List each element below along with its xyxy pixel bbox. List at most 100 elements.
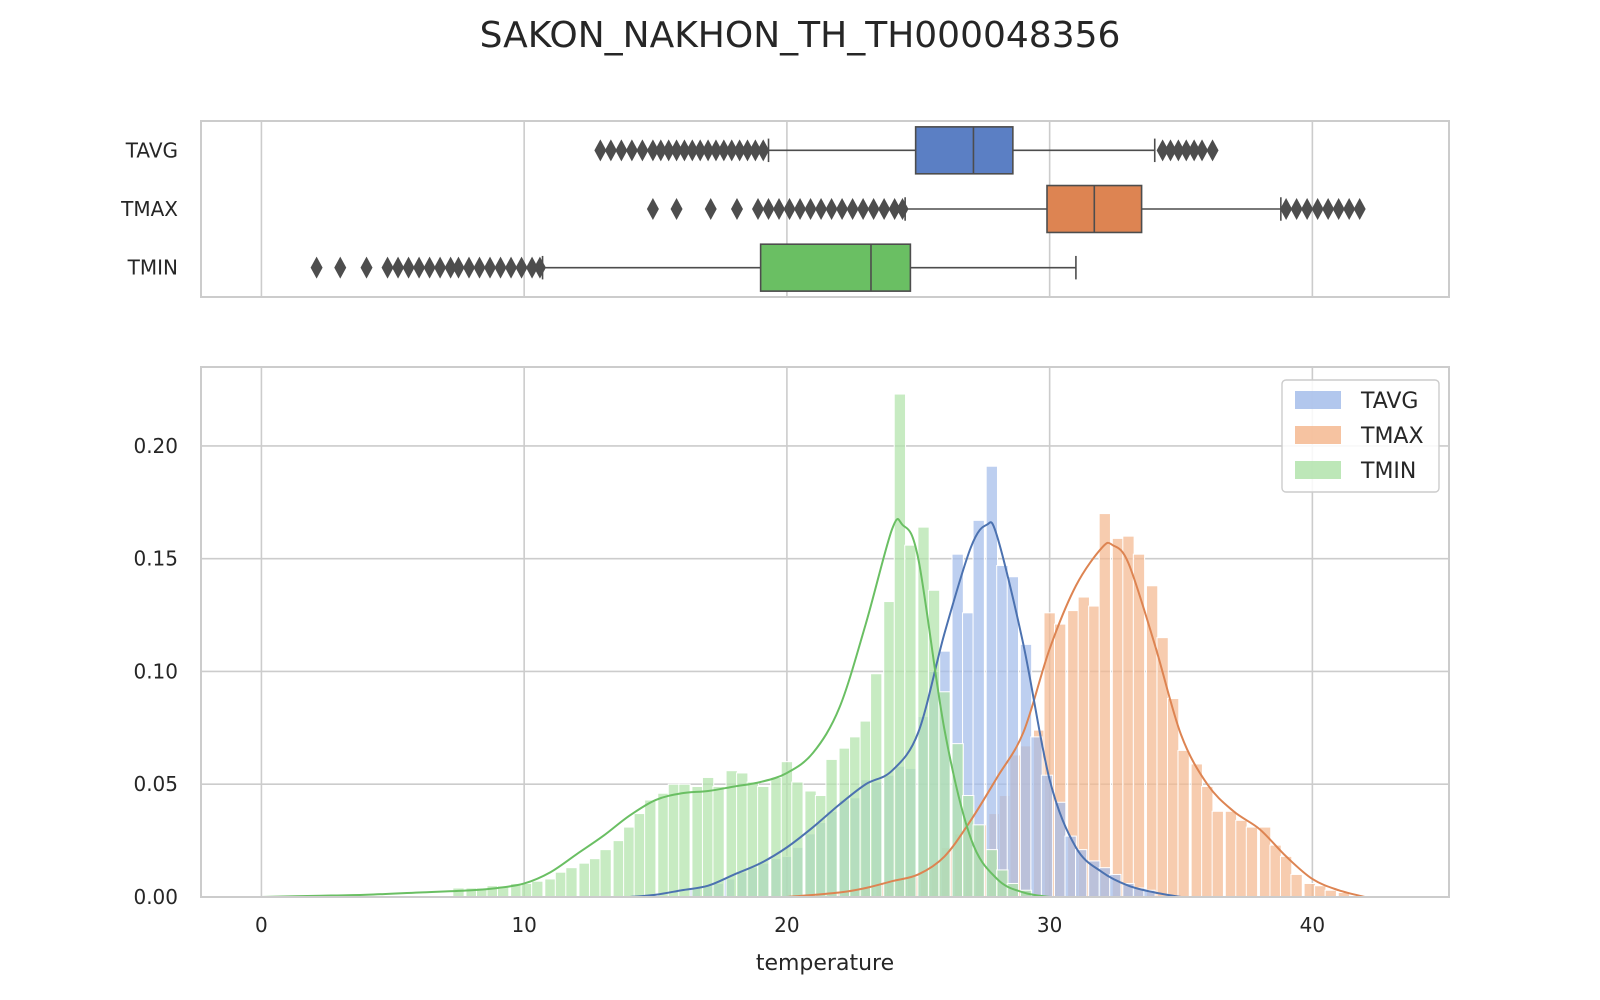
outlier-point (846, 198, 859, 220)
hist-bar (678, 783, 691, 898)
outlier-point (878, 198, 891, 220)
hist-bar (825, 758, 838, 898)
hist-bar (1122, 535, 1135, 898)
outlier-point (686, 139, 699, 162)
hist-bar (544, 878, 557, 898)
outlier-point (494, 256, 507, 279)
outlier-point (741, 139, 754, 162)
x-axis-tick-labels: 0 10 20 30 40 (255, 913, 1325, 937)
hist-bar (757, 785, 770, 898)
outlier-point (794, 198, 807, 220)
outlier-point (725, 139, 738, 162)
outlier-point (484, 256, 497, 279)
outlier-point (1353, 198, 1366, 220)
hist-bar (588, 858, 602, 898)
x-tick-label-30: 30 (1037, 913, 1062, 937)
category-label-tmax: TMAX (120, 197, 178, 221)
outlier-point (646, 198, 659, 220)
x-tick-label-10: 10 (511, 913, 536, 937)
hist-bar (612, 840, 625, 898)
x-axis-label: temperature (756, 951, 894, 976)
box-tmax (646, 184, 1366, 234)
hist-bar (701, 776, 715, 898)
hist-bar (623, 826, 636, 898)
hist-bar (1098, 513, 1111, 898)
hist-bar (917, 526, 930, 898)
outlier-point (515, 256, 528, 279)
hist-bar (1279, 855, 1293, 898)
outlier-point (1343, 198, 1356, 220)
outlier-point (334, 256, 347, 279)
legend-label-tmax: TMAX (1360, 424, 1424, 449)
legend-swatch-tmin (1295, 461, 1341, 479)
outlier-point (392, 256, 405, 279)
chart-title: SAKON_NAKHON_TH_TH000048356 (480, 15, 1121, 56)
hist-bar (633, 813, 646, 898)
outlier-point (783, 198, 796, 220)
outlier-point (1322, 198, 1335, 220)
hist-bar (814, 795, 828, 898)
histogram-bars (452, 393, 1351, 898)
hist-bar (870, 673, 883, 898)
box-plot-panel: TAVG TMAX TMIN (120, 120, 1450, 298)
outlier-point (804, 198, 817, 220)
outlier-point (452, 256, 465, 279)
hist-bar (1190, 763, 1203, 898)
hist-bar (1201, 785, 1214, 898)
x-tick-label-40: 40 (1300, 913, 1325, 937)
outlier-point (678, 139, 691, 162)
outlier-point (867, 198, 880, 220)
legend-swatch-tavg (1295, 391, 1341, 409)
outlier-point (505, 256, 518, 279)
outlier-point (694, 139, 707, 162)
y-axis-tick-labels: 0.00 0.05 0.10 0.15 0.20 (133, 434, 178, 909)
hist-bar (904, 544, 917, 898)
outlier-point (762, 198, 775, 220)
hist-bar (859, 720, 872, 898)
outlier-point (1188, 139, 1201, 162)
hist-bar (849, 736, 862, 898)
hist-bar (838, 747, 851, 898)
hist-bar (996, 564, 1009, 898)
outlier-point (836, 198, 849, 220)
hist-bar (657, 792, 670, 898)
outlier-point (896, 198, 909, 220)
outlier-point (1311, 198, 1324, 220)
histogram-gridlines (201, 367, 1449, 898)
hist-bar (746, 781, 759, 898)
box-iqr (759, 243, 912, 292)
outlier-point (733, 139, 746, 162)
x-tick-label-0: 0 (255, 913, 268, 937)
hist-bar (1054, 801, 1067, 898)
hist-bar (1314, 885, 1327, 898)
y-tick-label-3: 0.15 (133, 547, 178, 571)
category-label-tavg: TAVG (125, 138, 178, 162)
outlier-point (709, 139, 722, 162)
hist-bar (938, 691, 951, 898)
box-tmin (310, 243, 1077, 292)
outlier-point (670, 139, 683, 162)
hist-bar (644, 799, 657, 898)
hist-bar (780, 761, 794, 898)
outlier-point (646, 139, 659, 162)
outlier-point (662, 139, 675, 162)
hist-bar (1303, 882, 1316, 898)
outlier-point (752, 198, 765, 220)
hist-bar (962, 795, 975, 898)
outlier-point (717, 139, 730, 162)
outlier-point (615, 139, 628, 162)
hist-bar (691, 785, 704, 898)
hist-bar (1224, 810, 1238, 898)
box-plot-frame (200, 120, 1450, 298)
outlier-point (1196, 139, 1209, 162)
outlier-point (670, 198, 683, 220)
outlier-point (413, 256, 426, 279)
box-plot-marks (310, 126, 1366, 292)
outlier-point (1301, 198, 1314, 220)
histogram-kde-lines (261, 518, 1366, 898)
y-tick-label-1: 0.05 (133, 772, 178, 796)
outlier-point (749, 139, 762, 162)
histogram-frame (200, 366, 1450, 898)
outlier-point (730, 198, 743, 220)
hist-bar (1211, 810, 1224, 898)
